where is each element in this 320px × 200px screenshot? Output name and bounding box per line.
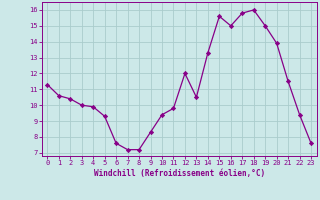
X-axis label: Windchill (Refroidissement éolien,°C): Windchill (Refroidissement éolien,°C) xyxy=(94,169,265,178)
